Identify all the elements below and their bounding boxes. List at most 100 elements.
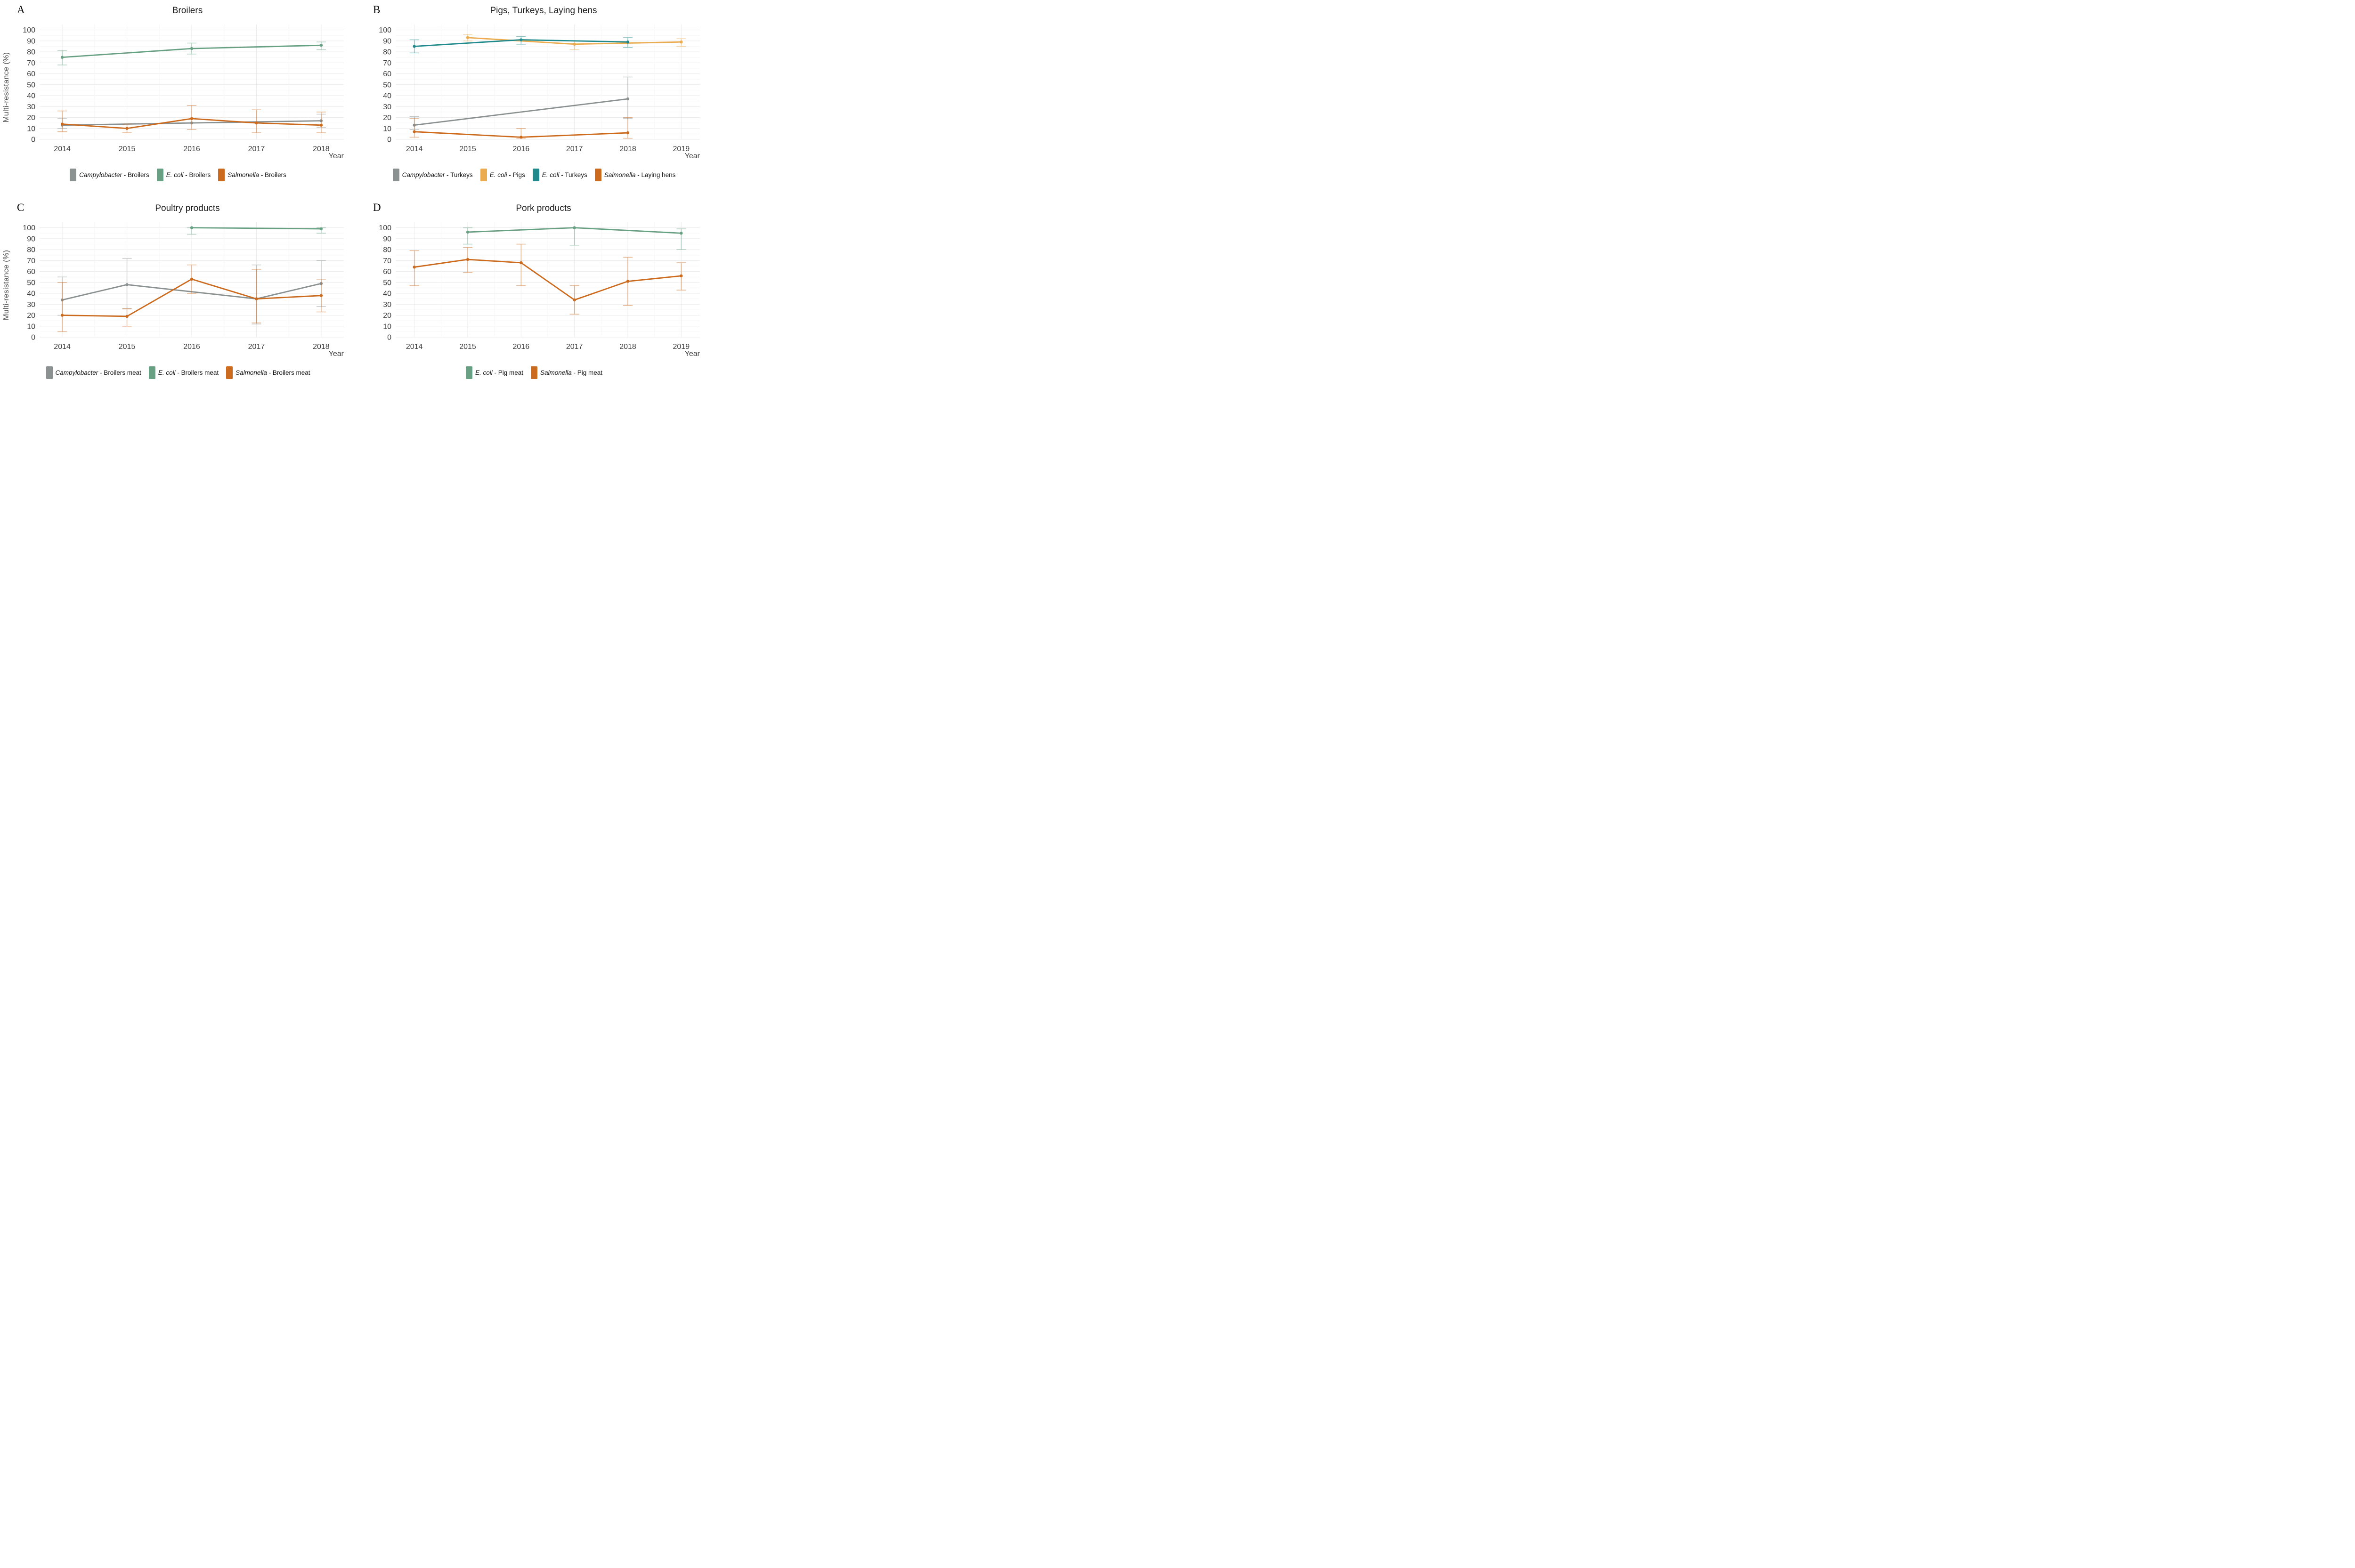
data-point bbox=[255, 121, 258, 125]
y-tick-label: 70 bbox=[27, 257, 35, 265]
y-tick-label: 30 bbox=[383, 103, 391, 111]
panel-b-plot-area: 0 10 20 30 40 50 60 70 80 90 100 2014 2015 2016 2017 20… bbox=[369, 18, 706, 160]
x-tick-label: 2015 bbox=[119, 343, 136, 351]
legend-label: E. coli - Pigs bbox=[489, 171, 525, 178]
panel-d: D Pork products 0 10 20 30 40 50 60 70 80 90 100 20… bbox=[356, 198, 712, 392]
legend-item: E. coli - Broilers meat bbox=[148, 366, 219, 379]
legend-swatch bbox=[218, 168, 225, 181]
panel-d-legend: E. coli - Pig meat Salmonella - Pig meat bbox=[358, 364, 710, 380]
panel-d-y-axis-title bbox=[358, 222, 367, 348]
data-point bbox=[319, 123, 323, 127]
y-tick-label: 0 bbox=[31, 334, 35, 342]
data-point bbox=[190, 117, 194, 121]
data-point bbox=[626, 280, 630, 283]
data-point bbox=[319, 227, 323, 231]
panel-a-plot-area: 0 10 20 30 40 50 60 70 80 90 100 2014 2015 2016 2017 20… bbox=[13, 18, 350, 160]
data-point bbox=[520, 38, 523, 41]
legend-item: Salmonella - Broilers meat bbox=[226, 366, 310, 379]
x-tick-label: 2019 bbox=[673, 343, 690, 351]
panel-a-legend: Campylobacter - Broilers E. coli - Broile… bbox=[2, 167, 354, 183]
x-tick-label: 2015 bbox=[119, 145, 136, 153]
y-tick-label: 0 bbox=[387, 334, 391, 342]
x-tick-label: 2014 bbox=[54, 343, 71, 351]
legend-label: Salmonella - Pig meat bbox=[540, 369, 603, 376]
data-point bbox=[626, 97, 630, 101]
y-tick-label: 60 bbox=[27, 268, 35, 276]
y-tick-label: 60 bbox=[383, 70, 391, 78]
y-tick-label: 70 bbox=[383, 257, 391, 265]
y-tick-label: 50 bbox=[383, 279, 391, 287]
y-tick-label: 100 bbox=[379, 26, 391, 34]
panel-c-title: Poultry products bbox=[155, 203, 220, 213]
panel-c-y-axis-title: Multi-resistance (%) bbox=[2, 250, 10, 320]
y-tick-label: 40 bbox=[383, 290, 391, 298]
data-point bbox=[319, 294, 323, 297]
series-e-coli-broilers-meat bbox=[187, 226, 326, 235]
series-salmonella-broilers bbox=[57, 105, 326, 133]
y-tick-label: 90 bbox=[27, 37, 35, 45]
y-tick-label: 50 bbox=[27, 81, 35, 89]
series-salmonella-pig-meat bbox=[409, 243, 686, 315]
legend-label: Salmonella - Broilers bbox=[227, 171, 286, 178]
panel-b-letter: B bbox=[373, 4, 381, 16]
x-axis-tick-labels: 2014 2015 2016 2017 2018 bbox=[54, 343, 329, 351]
data-point bbox=[520, 261, 523, 265]
y-tick-label: 80 bbox=[383, 48, 391, 57]
data-point bbox=[573, 42, 576, 46]
y-tick-label: 100 bbox=[23, 224, 35, 232]
legend-item: Salmonella - Pig meat bbox=[530, 366, 603, 379]
panel-a-y-axis-title: Multi-resistance (%) bbox=[2, 52, 10, 122]
x-tick-label: 2015 bbox=[459, 343, 476, 351]
x-tick-label: 2014 bbox=[54, 145, 71, 153]
panel-d-plot-area: 0 10 20 30 40 50 60 70 80 90 100 2014 2015 2016 2017 20… bbox=[369, 216, 706, 358]
y-tick-label: 90 bbox=[383, 37, 391, 45]
legend-swatch bbox=[480, 168, 487, 181]
data-point bbox=[60, 122, 64, 126]
data-point bbox=[626, 131, 630, 135]
error-bars bbox=[57, 41, 326, 65]
legend-swatch bbox=[594, 168, 601, 181]
x-tick-label: 2016 bbox=[183, 145, 200, 153]
data-point bbox=[190, 226, 194, 229]
x-tick-label: 2016 bbox=[513, 343, 530, 351]
legend-item: Campylobacter - Broilers bbox=[70, 168, 149, 181]
y-tick-label: 20 bbox=[27, 114, 35, 122]
legend-swatch bbox=[46, 366, 53, 379]
data-point bbox=[520, 136, 523, 139]
gridlines bbox=[396, 222, 700, 338]
data-point bbox=[125, 283, 129, 286]
y-tick-label: 50 bbox=[27, 279, 35, 287]
x-tick-label: 2018 bbox=[619, 343, 636, 351]
x-tick-label: 2014 bbox=[406, 145, 423, 153]
y-tick-label: 10 bbox=[27, 125, 35, 133]
y-tick-label: 10 bbox=[27, 323, 35, 331]
data-point bbox=[573, 226, 576, 229]
data-point bbox=[255, 297, 258, 300]
data-point bbox=[319, 43, 323, 47]
legend-item: Campylobacter - Turkeys bbox=[392, 168, 473, 181]
legend-swatch bbox=[532, 168, 539, 181]
legend-item: E. coli - Pigs bbox=[480, 168, 525, 181]
x-axis-title: Year bbox=[329, 152, 344, 160]
panel-d-letter: D bbox=[373, 202, 381, 213]
legend-label: Campylobacter - Broilers meat bbox=[55, 369, 141, 376]
error-bars bbox=[57, 105, 326, 133]
data-point bbox=[190, 277, 194, 281]
data-point bbox=[60, 56, 64, 59]
legend-label: E. coli - Pig meat bbox=[475, 369, 523, 376]
panel-c: C Poultry products Multi-resistance (%) … bbox=[0, 198, 356, 392]
data-point bbox=[680, 274, 683, 278]
series-salmonella-broilers-meat bbox=[57, 264, 326, 332]
panel-a: A Broilers Multi-resistance (%) 0 10 20 30 4… bbox=[0, 0, 356, 198]
legend-item: E. coli - Pig meat bbox=[465, 366, 523, 379]
legend-swatch bbox=[226, 366, 233, 379]
y-tick-label: 100 bbox=[23, 26, 35, 34]
y-tick-label: 0 bbox=[31, 136, 35, 144]
series-line bbox=[191, 227, 321, 230]
y-tick-label: 80 bbox=[27, 246, 35, 254]
y-tick-label: 10 bbox=[383, 323, 391, 331]
legend-item: E. coli - Turkeys bbox=[532, 168, 587, 181]
